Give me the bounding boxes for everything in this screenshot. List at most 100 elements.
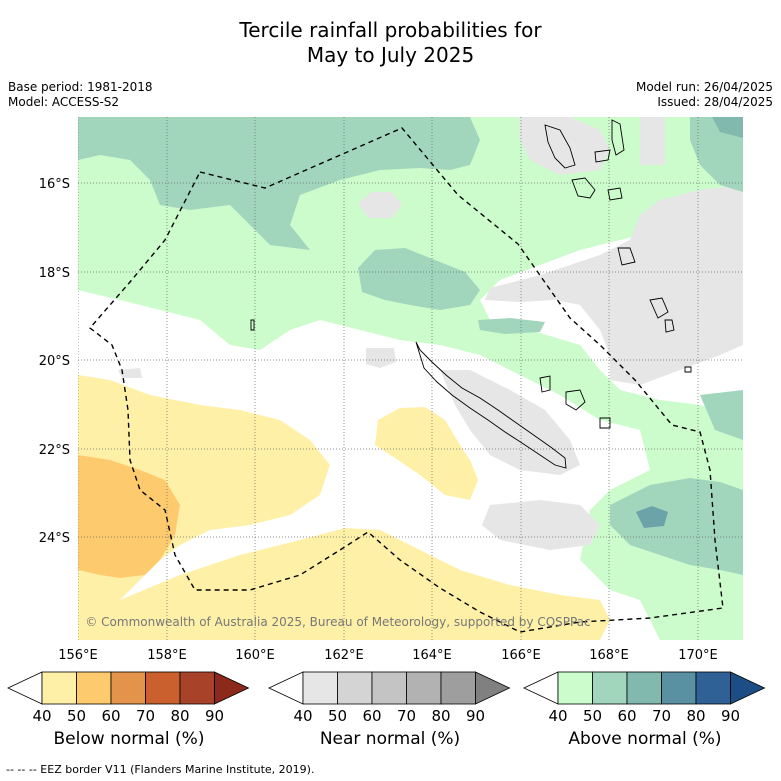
colorbar-near-bin-2 [337, 671, 373, 705]
loyalty-island-2 [565, 389, 586, 411]
colorbar-near-tick-2: 60 [362, 707, 381, 725]
colorbar-near-tick-3: 70 [397, 707, 416, 725]
colorbar-above-bin-3 [626, 671, 662, 705]
vanuatu-island-1 [544, 124, 576, 169]
map-area: © Commonwealth of Australia 2025, Bureau… [78, 117, 743, 640]
title-line-1: Tercile rainfall probabilities for [239, 18, 542, 42]
colorbar-below-tick-3: 70 [136, 707, 155, 725]
vanuatu-island-3 [594, 149, 611, 163]
lon-label-4: 164°E [412, 648, 452, 663]
vanuatu-island-4 [611, 119, 625, 156]
title-line-2: May to July 2025 [306, 43, 475, 67]
colorbar-near-tick-1: 50 [328, 707, 347, 725]
colorbar-label-above: Above normal (%) [568, 729, 722, 749]
axis-labels: 156°E 158°E 160°E 162°E 164°E 166°E 168°… [39, 177, 718, 663]
below-normal-sw-core [78, 455, 180, 578]
colorbar-above-high-arrow [730, 671, 766, 705]
loyalty-island-1 [539, 375, 551, 393]
near-normal-sw-patch [118, 368, 142, 378]
colorbar-above-bin-2 [592, 671, 628, 705]
eez-legend: -- -- -- EEZ border V11 (Flanders Marine… [6, 763, 315, 776]
vanuatu-island-2 [571, 177, 596, 199]
loyalty-island-3 [599, 417, 611, 429]
lat-label-1: 18°S [39, 266, 70, 281]
colorbar-below-tick-5: 90 [205, 707, 224, 725]
lat-label-4: 24°S [39, 531, 70, 546]
colorbar-below-bin-5 [179, 671, 215, 705]
meta-left: Base period: 1981-2018 Model: ACCESS-S2 [8, 80, 153, 110]
colorbar-near-low-arrow [268, 671, 304, 705]
near-normal-newcaledonia-region [440, 370, 580, 475]
small-island-west [250, 319, 255, 331]
graticule [78, 117, 743, 640]
colorbar-above-tick-3: 70 [652, 707, 671, 725]
coastlines [250, 119, 692, 469]
colorbar-above-tick-0: 40 [548, 707, 567, 725]
above-normal-north-region [78, 117, 743, 640]
colorbar-below-tick-4: 80 [170, 707, 189, 725]
near-normal-east-region-2 [640, 117, 665, 165]
colorbar-above-tick-5: 90 [721, 707, 740, 725]
colorbar-near-tick-4: 80 [431, 707, 450, 725]
lon-label-6: 168°E [589, 648, 629, 663]
near-normal-patch-north [358, 192, 402, 218]
lat-label-2: 20°S [39, 354, 70, 369]
model-run: Model run: 26/04/2025 [635, 80, 773, 94]
near-normal-patch-central [366, 348, 396, 368]
new-caledonia-outline [415, 341, 567, 469]
copyright-text: © Commonwealth of Australia 2025, Bureau… [85, 615, 590, 629]
lat-label-3: 22°S [39, 443, 70, 458]
issued-date: Issued: 28/04/2025 [657, 95, 773, 109]
colorbar-below: 40 50 60 70 80 90 [7, 671, 250, 725]
colorbar-below-bin-3 [110, 671, 146, 705]
vanuatu-island-8 [664, 319, 675, 333]
colorbar-above-tick-2: 60 [617, 707, 636, 725]
colorbars: 40 50 60 70 80 90 40 50 60 70 80 90 40 50 60 70 80 90 [7, 671, 766, 725]
colorbar-below-bin-4 [145, 671, 181, 705]
colorbar-near-bin-1 [302, 671, 338, 705]
colorbar-near-tick-5: 90 [466, 707, 485, 725]
near-normal-east-region [520, 117, 610, 175]
colorbar-below-high-arrow [214, 671, 250, 705]
lat-label-0: 16°S [39, 177, 70, 192]
lon-label-1: 158°E [147, 648, 187, 663]
lon-label-3: 162°E [324, 648, 364, 663]
colorbar-below-bin-1 [41, 671, 77, 705]
lon-label-2: 160°E [235, 648, 275, 663]
colorbar-above-bin-5 [695, 671, 731, 705]
map-title: Tercile rainfall probabilities for May t… [0, 18, 781, 68]
colorbar-below-low-arrow [7, 671, 43, 705]
colorbar-near-bin-5 [440, 671, 476, 705]
colorbar-label-near: Near normal (%) [319, 729, 461, 749]
above-normal-central-region [358, 248, 480, 310]
lon-label-7: 170°E [678, 648, 718, 663]
model-name: Model: ACCESS-S2 [8, 95, 120, 109]
colorbar-above-low-arrow [523, 671, 559, 705]
colorbar-below-bin-2 [76, 671, 112, 705]
above-normal-se-region [610, 478, 743, 575]
meta-right: Model run: 26/04/2025 Issued: 28/04/2025 [636, 80, 773, 110]
colorbar-label-below: Below normal (%) [53, 729, 205, 749]
below-normal-central-patch [375, 407, 478, 500]
colorbar-above-bin-1 [557, 671, 593, 705]
vanuatu-island-6 [617, 247, 636, 266]
near-normal-vanuatu-region [485, 185, 743, 385]
above-normal-east-patch [700, 390, 743, 440]
eez-border [88, 127, 724, 633]
colorbar-above-tick-4: 80 [686, 707, 705, 725]
colorbar-above: 40 50 60 70 80 90 [523, 671, 766, 725]
colorbar-below-tick-1: 50 [67, 707, 86, 725]
small-island-east [684, 366, 692, 373]
colorbar-above-tick-1: 50 [583, 707, 602, 725]
lon-label-5: 166°E [501, 648, 541, 663]
above-normal-nw-region [78, 117, 480, 250]
vanuatu-island-5 [607, 187, 623, 201]
lon-label-0: 156°E [58, 648, 98, 663]
vanuatu-island-7 [649, 297, 669, 319]
above-normal-ne-core [712, 117, 743, 138]
base-period: Base period: 1981-2018 [8, 80, 153, 94]
above-normal-central-band [478, 318, 545, 334]
above-normal-ne-region [690, 117, 743, 192]
colorbar-near-tick-0: 40 [293, 707, 312, 725]
